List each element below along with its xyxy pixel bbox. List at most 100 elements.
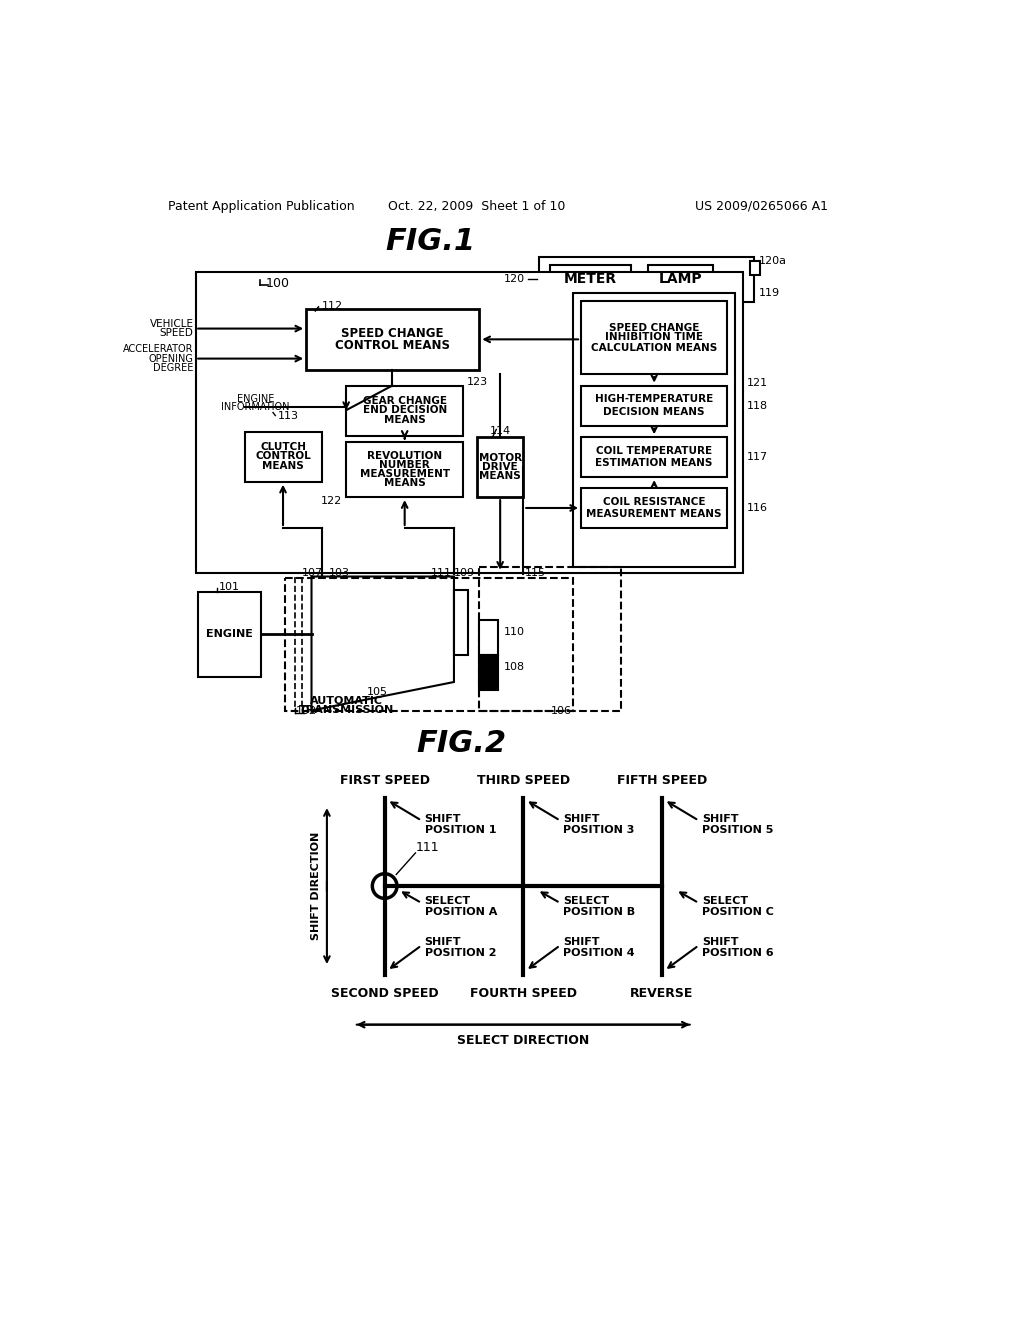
Text: Oct. 22, 2009  Sheet 1 of 10: Oct. 22, 2009 Sheet 1 of 10 (388, 199, 565, 213)
Text: DECISION MEANS: DECISION MEANS (603, 407, 705, 417)
Text: 116: 116 (746, 503, 768, 513)
Bar (581, 488, 727, 528)
Text: 117: 117 (746, 453, 768, 462)
Text: SHIFT: SHIFT (425, 814, 461, 824)
Text: ENGINE: ENGINE (237, 395, 274, 404)
Text: 103: 103 (330, 568, 350, 578)
Text: 120: 120 (504, 275, 524, 284)
Text: 120a: 120a (759, 256, 786, 265)
Bar (245, 432, 322, 482)
Text: SELECT: SELECT (425, 896, 471, 907)
Text: SELECT: SELECT (701, 896, 748, 907)
Bar (581, 385, 727, 425)
Text: MEANS: MEANS (262, 461, 304, 471)
Text: Patent Application Publication: Patent Application Publication (168, 199, 354, 213)
Text: GEAR CHANGE: GEAR CHANGE (362, 396, 446, 407)
Text: POSITION A: POSITION A (425, 907, 497, 917)
Bar (581, 437, 727, 478)
Text: 122: 122 (322, 496, 342, 506)
Bar (478, 620, 498, 655)
Text: 113: 113 (278, 412, 299, 421)
Bar (285, 578, 573, 711)
Bar (198, 591, 261, 677)
Text: MEASUREMENT MEANS: MEASUREMENT MEANS (587, 510, 722, 519)
Text: ESTIMATION MEANS: ESTIMATION MEANS (596, 458, 713, 469)
Bar (648, 264, 714, 294)
Text: POSITION 3: POSITION 3 (563, 825, 635, 834)
Text: 123: 123 (467, 376, 488, 387)
Text: COIL RESISTANCE: COIL RESISTANCE (603, 496, 706, 507)
Text: 102: 102 (296, 706, 317, 717)
Text: SELECT DIRECTION: SELECT DIRECTION (457, 1034, 590, 1047)
Text: CONTROL: CONTROL (255, 451, 311, 462)
Bar (346, 385, 463, 436)
Text: 107: 107 (301, 568, 323, 578)
Text: POSITION 4: POSITION 4 (563, 948, 635, 958)
Text: 111: 111 (431, 568, 452, 578)
Bar (306, 309, 479, 370)
Text: MOTOR: MOTOR (478, 453, 521, 463)
Text: 101: 101 (219, 582, 240, 593)
Text: ENGINE: ENGINE (206, 630, 253, 639)
Bar (573, 293, 735, 566)
Text: 114: 114 (489, 426, 511, 436)
Text: REVOLUTION: REVOLUTION (368, 450, 442, 461)
Text: HIGH-TEMPERATURE: HIGH-TEMPERATURE (595, 395, 714, 404)
Text: FOURTH SPEED: FOURTH SPEED (470, 987, 577, 1001)
Text: CLUTCH: CLUTCH (260, 442, 306, 453)
Bar (196, 272, 742, 573)
Text: 110: 110 (504, 627, 525, 638)
Text: FIG.2: FIG.2 (417, 729, 507, 758)
Text: THIRD SPEED: THIRD SPEED (477, 774, 569, 787)
Text: 119: 119 (759, 288, 780, 298)
Text: 105: 105 (367, 686, 387, 697)
Text: DEGREE: DEGREE (154, 363, 194, 372)
Text: END DECISION: END DECISION (362, 405, 446, 416)
Bar (454, 590, 468, 655)
Bar (478, 655, 498, 689)
Text: 109: 109 (454, 568, 475, 578)
Text: 118: 118 (746, 400, 768, 411)
Text: CALCULATION MEANS: CALCULATION MEANS (591, 343, 717, 352)
Bar (477, 437, 523, 498)
Bar (539, 257, 755, 302)
Text: POSITION 5: POSITION 5 (701, 825, 773, 834)
Text: METER: METER (563, 272, 616, 286)
Bar (581, 301, 727, 374)
Text: VEHICLE: VEHICLE (150, 319, 194, 329)
Bar (478, 566, 621, 711)
Text: LAMP: LAMP (658, 272, 702, 286)
Text: 108: 108 (504, 661, 525, 672)
Text: MEANS: MEANS (384, 478, 426, 488)
Text: SHIFT: SHIFT (701, 814, 738, 824)
Text: COIL TEMPERATURE: COIL TEMPERATURE (596, 446, 713, 455)
Text: INHIBITION TIME: INHIBITION TIME (605, 333, 703, 342)
Text: SPEED CHANGE: SPEED CHANGE (341, 326, 443, 339)
Text: INFORMATION: INFORMATION (221, 403, 290, 412)
Text: POSITION 6: POSITION 6 (701, 948, 773, 958)
Text: SPEED CHANGE: SPEED CHANGE (609, 323, 699, 333)
Bar (751, 261, 760, 275)
Text: 121: 121 (746, 379, 768, 388)
Text: 106: 106 (551, 706, 572, 717)
Text: REVERSE: REVERSE (630, 987, 693, 1001)
Text: FIG.1: FIG.1 (386, 227, 476, 256)
Text: DRIVE: DRIVE (482, 462, 518, 473)
Text: MEANS: MEANS (479, 471, 521, 482)
Text: POSITION 1: POSITION 1 (425, 825, 497, 834)
Text: OPENING: OPENING (148, 354, 194, 363)
Text: $\mathsf{100}$: $\mathsf{100}$ (265, 277, 291, 289)
Text: POSITION 2: POSITION 2 (425, 948, 497, 958)
Text: MEASUREMENT: MEASUREMENT (359, 469, 450, 479)
Text: POSITION C: POSITION C (701, 907, 774, 917)
Text: 115: 115 (524, 568, 546, 578)
Text: SHIFT: SHIFT (425, 937, 461, 948)
Text: 111: 111 (415, 841, 439, 854)
Text: FIFTH SPEED: FIFTH SPEED (616, 774, 707, 787)
Text: MEANS: MEANS (384, 416, 426, 425)
Text: NUMBER: NUMBER (379, 459, 430, 470)
Text: SELECT: SELECT (563, 896, 609, 907)
Bar (346, 442, 463, 498)
Text: SHIFT DIRECTION: SHIFT DIRECTION (311, 832, 322, 940)
Text: CONTROL MEANS: CONTROL MEANS (335, 339, 450, 352)
